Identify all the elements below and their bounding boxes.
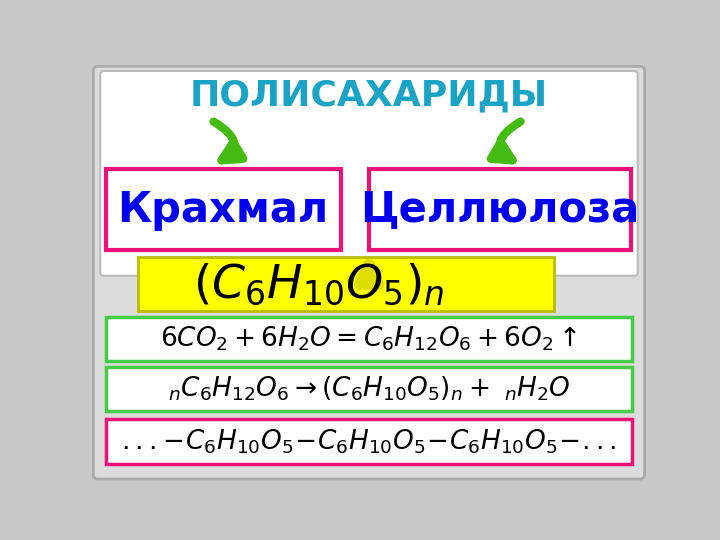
Text: Целлюлоза: Целлюлоза [360,188,639,231]
Text: $...\!-\!C_6H_{10}O_5\!-\!C_6H_{10}O_5\!-\!C_6H_{10}O_5\!-\!...$: $...\!-\!C_6H_{10}O_5\!-\!C_6H_{10}O_5\!… [122,427,616,456]
FancyBboxPatch shape [106,367,632,411]
FancyBboxPatch shape [94,66,644,479]
Text: $_nC_6H_{12}O_6 \rightarrow (C_6H_{10}O_5)_n + \ _nH_2O$: $_nC_6H_{12}O_6 \rightarrow (C_6H_{10}O_… [168,375,570,403]
FancyBboxPatch shape [106,168,341,249]
FancyBboxPatch shape [100,71,638,276]
FancyArrowPatch shape [214,122,243,160]
FancyBboxPatch shape [106,316,632,361]
FancyBboxPatch shape [106,419,632,464]
Text: $(C_6H_{10}O_5)_n$: $(C_6H_{10}O_5)_n$ [193,261,445,307]
FancyArrowPatch shape [491,122,521,160]
Text: ПОЛИСАХАРИДЫ: ПОЛИСАХАРИДЫ [190,79,548,113]
FancyBboxPatch shape [138,257,554,311]
FancyBboxPatch shape [369,168,631,249]
Text: $6CO_2 + 6H_2O = C_6H_{12}O_6 + 6O_2\uparrow$: $6CO_2 + 6H_2O = C_6H_{12}O_6 + 6O_2\upa… [161,325,577,353]
Text: Крахмал: Крахмал [117,188,328,231]
